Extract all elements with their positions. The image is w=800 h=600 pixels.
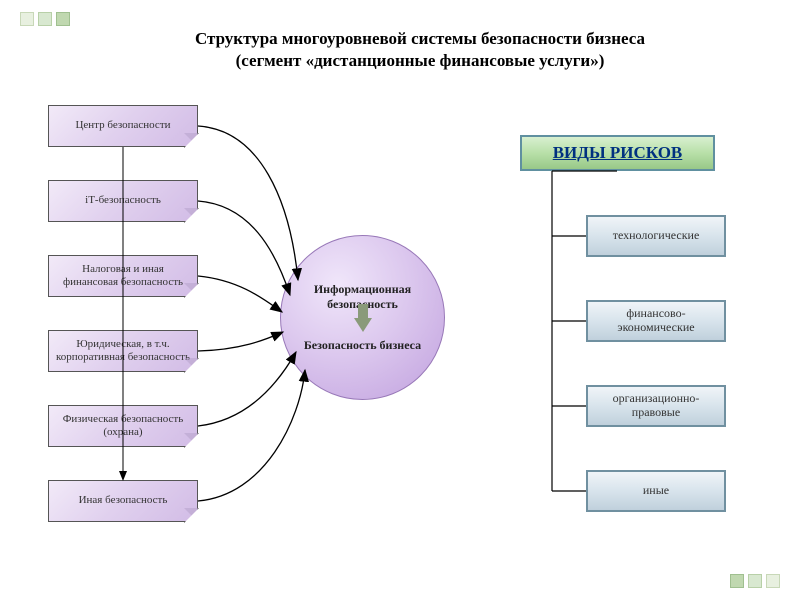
risk-header-label: ВИДЫ РИСКОВ: [553, 143, 683, 163]
page-title: Структура многоуровневой системы безопас…: [80, 28, 760, 72]
risk-box-label: организационно-правовые: [592, 392, 720, 420]
left-box-label: Центр безопасности: [75, 119, 170, 132]
corner-decoration-top: [20, 12, 70, 26]
corner-decoration-bottom: [730, 574, 780, 588]
left-box-3: Юридическая, в т.ч. корпоративная безопа…: [48, 330, 198, 372]
down-arrow-icon: [354, 318, 372, 332]
left-box-5: Иная безопасность: [48, 480, 198, 522]
risk-box-label: иные: [643, 484, 669, 498]
left-box-0: Центр безопасности: [48, 105, 198, 147]
left-box-label: Иная безопасность: [79, 494, 168, 507]
left-box-label: Налоговая и иная финансовая безопасность: [55, 263, 191, 289]
risk-box-3: иные: [586, 470, 726, 512]
risk-header: ВИДЫ РИСКОВ: [520, 135, 715, 171]
center-bottom-text: Безопасность бизнеса: [294, 338, 431, 353]
risk-box-1: финансово-экономические: [586, 300, 726, 342]
title-line-2: (сегмент «дистанционные финансовые услуг…: [236, 51, 605, 70]
risk-box-2: организационно-правовые: [586, 385, 726, 427]
left-box-label: Физическая безопасность (охрана): [55, 413, 191, 439]
risk-box-0: технологические: [586, 215, 726, 257]
left-box-label: iТ-безопасность: [85, 194, 161, 207]
risk-box-label: финансово-экономические: [592, 307, 720, 335]
center-hub: Информационная безопасность Безопасность…: [280, 235, 445, 400]
title-line-1: Структура многоуровневой системы безопас…: [195, 29, 645, 48]
risk-box-label: технологические: [613, 229, 700, 243]
left-box-label: Юридическая, в т.ч. корпоративная безопа…: [55, 338, 191, 364]
left-box-2: Налоговая и иная финансовая безопасность: [48, 255, 198, 297]
left-box-4: Физическая безопасность (охрана): [48, 405, 198, 447]
left-box-1: iТ-безопасность: [48, 180, 198, 222]
